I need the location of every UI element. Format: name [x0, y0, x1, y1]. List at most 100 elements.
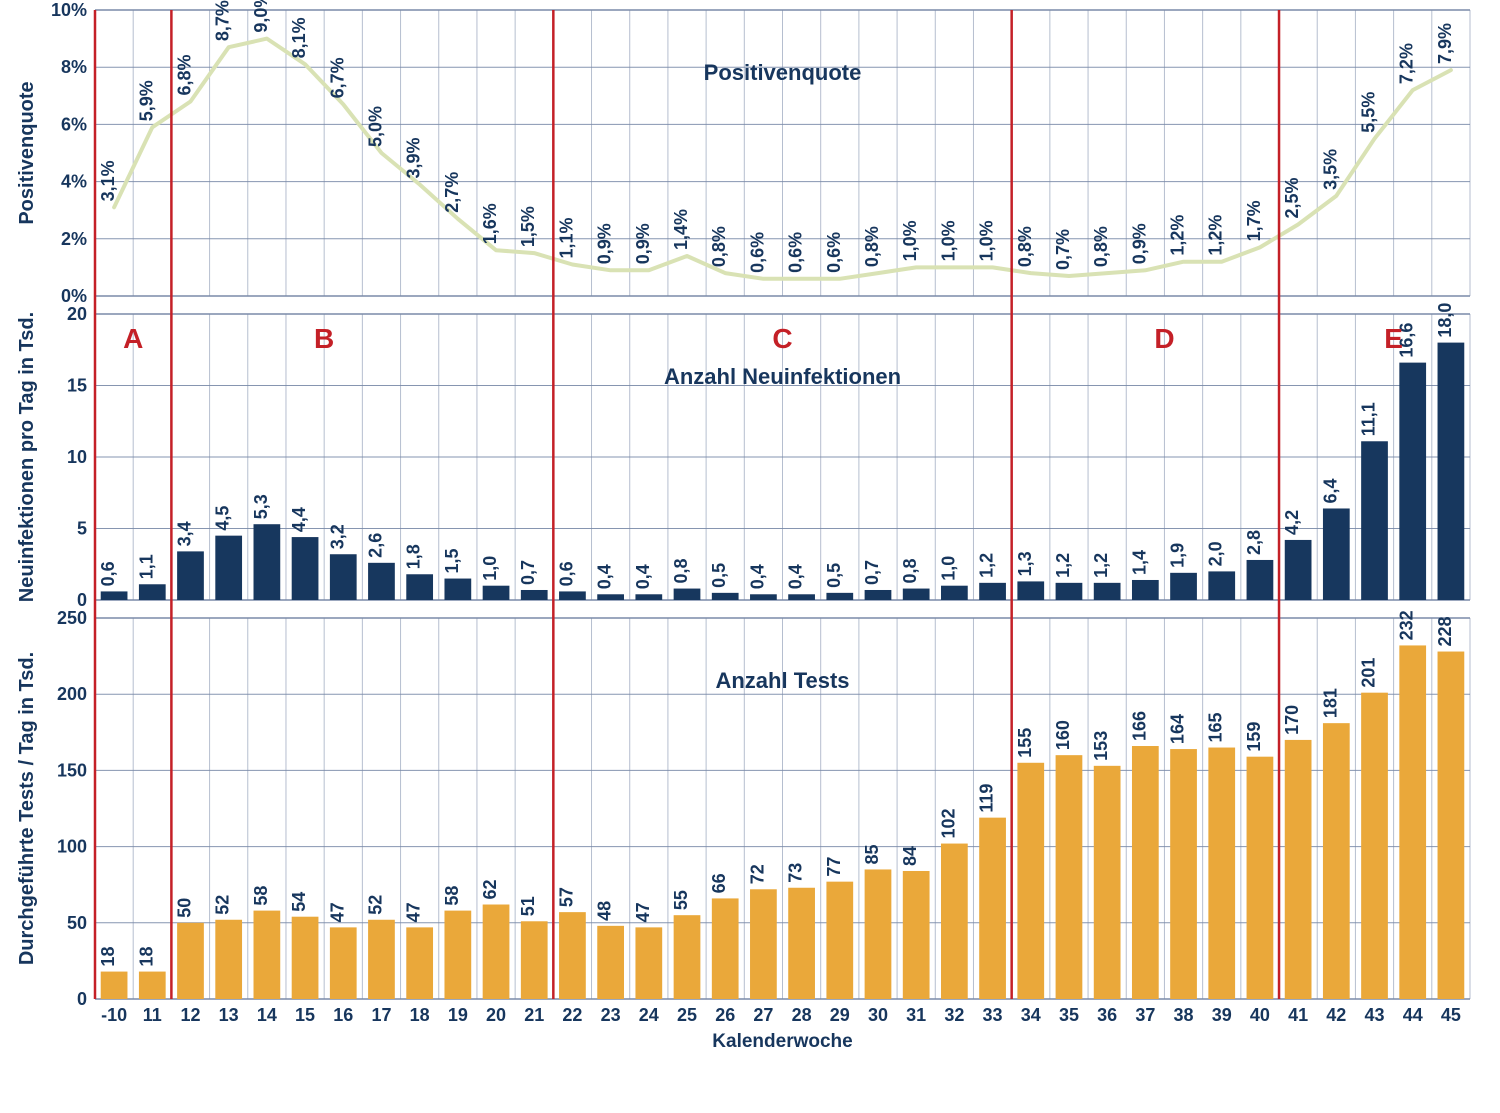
- bar-value-label: 0,7: [862, 560, 882, 585]
- infections-bar: [1170, 573, 1197, 600]
- line-value-label: 1,0%: [977, 220, 997, 261]
- tests-bar: [865, 869, 892, 999]
- bar-value-label: 0,6: [556, 561, 576, 586]
- infections-bar: [139, 584, 166, 600]
- bar-value-label: 66: [709, 873, 729, 893]
- phase-label: B: [314, 323, 334, 354]
- bar-value-label: 1,0: [480, 556, 500, 581]
- x-tick-label: 45: [1441, 1005, 1461, 1025]
- tests-bar: [444, 911, 471, 999]
- tests-bar: [750, 889, 777, 999]
- bar-value-label: 4,4: [289, 507, 309, 532]
- infections-bar: [483, 586, 510, 600]
- bar-value-label: 18: [136, 947, 156, 967]
- y-tick-label: 0%: [61, 286, 87, 306]
- y-tick-label: 50: [67, 913, 87, 933]
- bar-value-label: 1,8: [404, 544, 424, 569]
- line-value-label: 8,1%: [289, 17, 309, 58]
- phase-label: D: [1154, 323, 1174, 354]
- tests-bar: [1094, 766, 1121, 999]
- y-tick-label: 4%: [61, 172, 87, 192]
- x-tick-label: 34: [1021, 1005, 1041, 1025]
- infections-bar: [941, 586, 968, 600]
- x-tick-label: 36: [1097, 1005, 1117, 1025]
- infections-bar: [635, 594, 662, 600]
- y-axis-label: Neuinfektionen pro Tag in Tsd.: [16, 312, 38, 602]
- tests-bar: [1438, 652, 1465, 999]
- line-value-label: 0,9%: [595, 223, 615, 264]
- x-tick-label: 39: [1212, 1005, 1232, 1025]
- bar-value-label: 1,5: [442, 549, 462, 574]
- infections-bar: [903, 589, 930, 600]
- bar-value-label: 84: [900, 846, 920, 866]
- bar-value-label: 47: [404, 902, 424, 922]
- bar-value-label: 1,2: [1053, 553, 1073, 578]
- y-tick-label: 10: [67, 447, 87, 467]
- y-tick-label: 8%: [61, 57, 87, 77]
- infections-bar: [101, 591, 128, 600]
- tests-bar: [1247, 757, 1274, 999]
- x-tick-label: 20: [486, 1005, 506, 1025]
- tests-bar: [788, 888, 815, 999]
- line-value-label: 8,7%: [213, 0, 233, 41]
- x-tick-label: 40: [1250, 1005, 1270, 1025]
- bar-value-label: 1,4: [1129, 550, 1149, 575]
- x-tick-label: 18: [410, 1005, 430, 1025]
- x-tick-label: 44: [1403, 1005, 1423, 1025]
- bar-value-label: 2,8: [1244, 530, 1264, 555]
- infections-bar: [1323, 508, 1350, 600]
- tests-bar: [826, 882, 853, 999]
- infections-bar: [1056, 583, 1083, 600]
- bar-value-label: 159: [1244, 722, 1264, 752]
- bar-value-label: 165: [1206, 712, 1226, 742]
- tests-bar: [712, 898, 739, 999]
- covid-weekly-chart: 0%2%4%6%8%10%PositivenquotePositivenquot…: [0, 0, 1500, 1113]
- infections-bar: [521, 590, 548, 600]
- tests-bar: [215, 920, 242, 999]
- bar-value-label: 4,5: [213, 506, 233, 531]
- tests-bar: [903, 871, 930, 999]
- tests-bar: [597, 926, 624, 999]
- x-tick-label: 14: [257, 1005, 277, 1025]
- bar-value-label: 0,7: [518, 560, 538, 585]
- tests-bar: [292, 917, 319, 999]
- bar-value-label: 85: [862, 844, 882, 864]
- bar-value-label: 47: [633, 902, 653, 922]
- tests-bar: [674, 915, 701, 999]
- y-tick-label: 15: [67, 376, 87, 396]
- bar-value-label: 3,4: [174, 521, 194, 546]
- bar-value-label: 0,5: [824, 563, 844, 588]
- x-tick-label: 26: [715, 1005, 735, 1025]
- infections-bar: [330, 554, 357, 600]
- line-value-label: 1,7%: [1244, 200, 1264, 241]
- x-tick-label: 21: [524, 1005, 544, 1025]
- infections-bar: [1208, 571, 1235, 600]
- bar-value-label: 1,0: [938, 556, 958, 581]
- panel-title: Anzahl Tests: [715, 668, 849, 693]
- x-tick-label: 15: [295, 1005, 315, 1025]
- y-axis-label: Durchgeführte Tests / Tag in Tsd.: [16, 652, 38, 965]
- infections-bar: [406, 574, 433, 600]
- line-value-label: 1,1%: [556, 218, 576, 259]
- line-value-label: 0,8%: [1015, 226, 1035, 267]
- y-tick-label: 0: [77, 989, 87, 1009]
- bar-value-label: 1,1: [136, 554, 156, 579]
- bar-value-label: 18: [98, 947, 118, 967]
- bar-value-label: 232: [1397, 610, 1417, 640]
- y-tick-label: 5: [77, 519, 87, 539]
- line-value-label: 7,2%: [1397, 43, 1417, 84]
- x-tick-label: 31: [906, 1005, 926, 1025]
- bar-value-label: 0,8: [671, 559, 691, 584]
- bar-value-label: 155: [1015, 728, 1035, 758]
- y-tick-label: 2%: [61, 229, 87, 249]
- bar-value-label: 2,6: [365, 533, 385, 558]
- line-value-label: 5,9%: [136, 80, 156, 121]
- infections-bar: [559, 591, 586, 600]
- line-value-label: 0,9%: [1129, 223, 1149, 264]
- tests-bar: [1017, 763, 1044, 999]
- bar-value-label: 0,4: [595, 564, 615, 589]
- bar-value-label: 153: [1091, 731, 1111, 761]
- y-tick-label: 20: [67, 304, 87, 324]
- line-value-label: 3,9%: [404, 137, 424, 178]
- line-value-label: 0,9%: [633, 223, 653, 264]
